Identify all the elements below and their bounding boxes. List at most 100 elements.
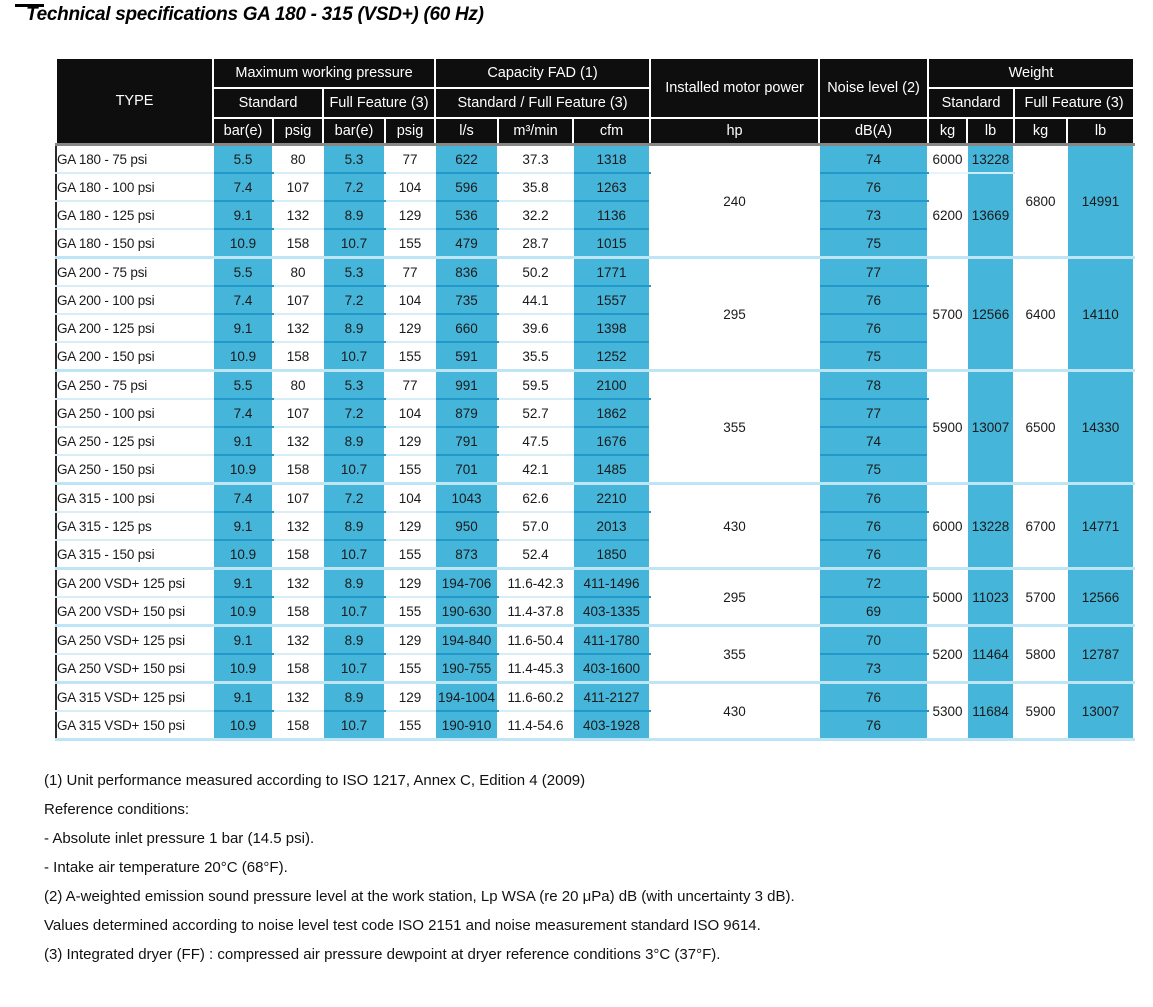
- pressure-cell: 8.9: [322, 314, 386, 343]
- type-cell: GA 180 - 75 psi: [55, 144, 214, 174]
- weight-full-feature-kg-cell: 6400: [1013, 257, 1069, 372]
- header-capacity-fad: Capacity FAD (1): [434, 57, 652, 89]
- pressure-cell: 129: [383, 568, 437, 598]
- noise-cell: 72: [818, 568, 930, 598]
- type-cell: GA 200 - 100 psi: [55, 286, 214, 315]
- unit-lb: lb: [1066, 117, 1136, 146]
- table-row: GA 200 - 100 psi 7.4 107 7.2 104 735 44.1 1557 7…: [55, 286, 1134, 315]
- noise-cell: 76: [818, 540, 930, 570]
- footnote-reference-conditions: Reference conditions:: [44, 801, 190, 818]
- pressure-cell: 9.1: [212, 568, 274, 598]
- pressure-cell: 10.9: [212, 229, 274, 259]
- pressure-cell: 132: [272, 201, 324, 230]
- capacity-cell: 1015: [572, 229, 652, 259]
- pressure-cell: 8.9: [322, 625, 386, 655]
- table-row: GA 180 - 100 psi 7.4 107 7.2 104 596 35.8 1263 7…: [55, 173, 1134, 259]
- page-top-mark: [15, 4, 44, 7]
- unit-bar-e: bar(e): [212, 117, 274, 146]
- header-weight-full-feature: Full Feature (3): [1013, 87, 1136, 119]
- unit-l-s: l/s: [434, 117, 500, 146]
- table-row: GA 200 - 75 psi 5.5 80 5.3 77 836 50.2 1771 295 7…: [55, 257, 1136, 372]
- capacity-cell: 47.5: [497, 427, 575, 456]
- header-capacity-std-ff: Standard / Full Feature (3): [434, 87, 652, 119]
- pressure-cell: 10.9: [212, 654, 274, 684]
- type-cell: GA 180 - 125 psi: [55, 201, 214, 230]
- pressure-cell: 7.2: [322, 483, 386, 513]
- weight-full-feature-kg-cell: 5800: [1013, 625, 1069, 684]
- pressure-cell: 5.5: [212, 257, 274, 287]
- type-cell: GA 250 VSD+ 125 psi: [55, 625, 214, 655]
- pressure-cell: 132: [272, 427, 324, 456]
- table-row: GA 200 - 150 psi 10.9 158 10.7 155 591 35.5 125…: [55, 342, 1134, 372]
- pressure-cell: 9.1: [212, 512, 274, 541]
- pressure-cell: 104: [383, 483, 437, 513]
- table-row: GA 200 VSD+ 150 psi 10.9 158 10.7 155 190-630…: [55, 597, 1134, 627]
- pressure-cell: 158: [272, 455, 324, 485]
- weight-standard-lb-cell: 13228: [966, 483, 1016, 570]
- table-row: GA 250 VSD+ 150 psi 10.9 158 10.7 155 190-755…: [55, 654, 1134, 684]
- capacity-cell: 35.8: [497, 173, 575, 202]
- weight-standard-lb-cell: 11023: [966, 568, 1016, 627]
- footnotes: (1) Unit performance measured according …: [44, 766, 1153, 969]
- pressure-cell: 9.1: [212, 314, 274, 343]
- capacity-cell: 536: [434, 201, 500, 230]
- capacity-cell: 591: [434, 342, 500, 372]
- pressure-cell: 10.7: [322, 342, 386, 372]
- capacity-cell: 791: [434, 427, 500, 456]
- weight-standard-kg-cell: 5000: [927, 568, 969, 627]
- pressure-cell: 8.9: [322, 568, 386, 598]
- spec-table-body: GA 180 - 75 psi 5.5 80 5.3 77 622 37.3 1318 240 7…: [55, 144, 1136, 741]
- capacity-cell: 403-1928: [572, 711, 652, 741]
- table-row: GA 250 - 125 psi 9.1 132 8.9 129 791 47.5 1676 7…: [55, 427, 1134, 456]
- header-weight: Weight: [927, 57, 1136, 89]
- header-installed-motor-power: Installed motor power: [649, 57, 821, 119]
- capacity-cell: 873: [434, 540, 500, 570]
- pressure-cell: 129: [383, 314, 437, 343]
- noise-cell: 73: [818, 201, 930, 230]
- capacity-cell: 194-1004: [434, 682, 500, 712]
- footnote-intake-temperature: - Intake air temperature 20°C (68°F).: [44, 859, 288, 876]
- spec-table-header: TYPE Maximum working pressure Capacity F…: [55, 57, 1136, 146]
- pressure-cell: 129: [383, 512, 437, 541]
- weight-full-feature-kg-cell: 6800: [1013, 144, 1069, 259]
- pressure-cell: 10.7: [322, 597, 386, 627]
- capacity-cell: 1771: [572, 257, 652, 287]
- pressure-cell: 10.7: [322, 455, 386, 485]
- weight-standard-lb-cell: 13007: [966, 370, 1016, 485]
- weight-full-feature-lb-cell: 12566: [1066, 568, 1136, 627]
- capacity-cell: 35.5: [497, 342, 575, 372]
- capacity-cell: 403-1600: [572, 654, 652, 684]
- pressure-cell: 5.3: [322, 370, 386, 400]
- pressure-cell: 155: [383, 342, 437, 372]
- type-cell: GA 250 - 150 psi: [55, 455, 214, 485]
- pressure-cell: 155: [383, 654, 437, 684]
- pressure-cell: 10.9: [212, 342, 274, 372]
- noise-cell: 76: [818, 682, 930, 712]
- pressure-cell: 7.2: [322, 399, 386, 428]
- capacity-cell: 701: [434, 455, 500, 485]
- pressure-cell: 158: [272, 342, 324, 372]
- capacity-cell: 190-755: [434, 654, 500, 684]
- table-row: GA 315 - 100 psi 7.4 107 7.2 104 1043 62.6 2210…: [55, 483, 1136, 570]
- weight-full-feature-lb-cell: 14991: [1066, 144, 1136, 259]
- page-title: Technical specifications GA 180 - 315 (V…: [26, 4, 484, 25]
- capacity-cell: 2013: [572, 512, 652, 541]
- motor-power-cell: 430: [649, 483, 821, 570]
- capacity-cell: 1850: [572, 540, 652, 570]
- table-row: GA 180 - 125 psi 9.1 132 8.9 129 536 32.2 1136 7…: [55, 201, 1134, 230]
- header-weight-standard: Standard: [927, 87, 1016, 119]
- pressure-cell: 158: [272, 654, 324, 684]
- pressure-cell: 7.4: [212, 399, 274, 428]
- capacity-cell: 622: [434, 144, 500, 174]
- pressure-cell: 9.1: [212, 201, 274, 230]
- pressure-cell: 7.2: [322, 286, 386, 315]
- capacity-cell: 194-840: [434, 625, 500, 655]
- pressure-cell: 80: [272, 257, 324, 287]
- weight-full-feature-lb-cell: 14110: [1066, 257, 1136, 372]
- capacity-cell: 735: [434, 286, 500, 315]
- unit-kg: kg: [1013, 117, 1069, 146]
- motor-power-cell: 430: [649, 682, 821, 741]
- capacity-cell: 59.5: [497, 370, 575, 400]
- noise-cell: 70: [818, 625, 930, 655]
- unit-bar-e: bar(e): [322, 117, 386, 146]
